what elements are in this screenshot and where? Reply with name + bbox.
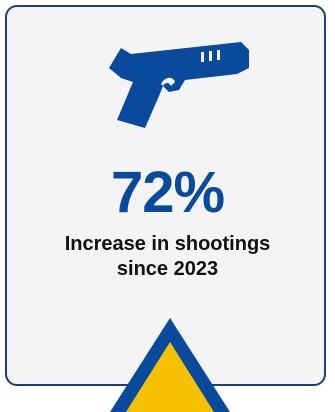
stat-label-line1: Increase in shootings — [64, 233, 271, 255]
handgun-icon — [109, 42, 249, 128]
stat-label-line2: since 2023 — [116, 258, 219, 280]
warning-triangle-icon — [110, 318, 230, 412]
stat-value: 72% — [110, 160, 225, 225]
stat-label: Increase in shootings since 2023 — [0, 232, 335, 282]
